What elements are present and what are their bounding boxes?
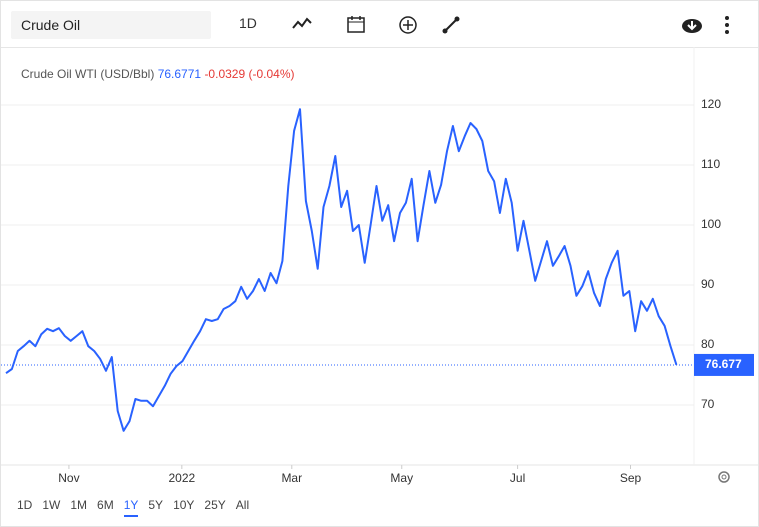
legend-name: Crude Oil WTI (USD/Bbl): [21, 67, 155, 81]
calendar-icon[interactable]: [346, 14, 366, 34]
y-tick-label: 110: [701, 157, 720, 171]
y-tick-label: 120: [701, 97, 721, 111]
range-button[interactable]: 1Y: [123, 495, 139, 517]
interval-button[interactable]: 1D: [239, 15, 257, 31]
range-button[interactable]: 1M: [70, 498, 88, 512]
settings-icon[interactable]: [718, 471, 730, 483]
y-tick-label: 100: [701, 217, 721, 231]
price-line: [5, 108, 678, 432]
range-button[interactable]: 10Y: [173, 498, 195, 512]
menu-icon[interactable]: [723, 15, 731, 35]
range-selector: 1D 1W 1M 6M 1Y 5Y 10Y 25Y All: [17, 495, 259, 517]
range-button[interactable]: 1W: [42, 498, 61, 512]
draw-icon[interactable]: [441, 15, 461, 35]
x-tick-label: 2022: [168, 471, 195, 485]
legend-change-percent: (-0.04%): [248, 67, 295, 81]
x-tick-label: Jul: [510, 471, 525, 485]
x-tick-label: May: [390, 471, 413, 485]
legend-last: 76.6771: [157, 67, 202, 81]
last-price-box: [694, 353, 754, 376]
x-tick-label: Sep: [620, 471, 642, 485]
legend-change: -0.0329: [204, 67, 246, 81]
line-type-icon[interactable]: [291, 15, 313, 33]
range-button[interactable]: 25Y: [204, 498, 226, 512]
y-tick-label: 90: [701, 277, 715, 291]
y-tick-label: 80: [701, 337, 715, 351]
range-button[interactable]: All: [235, 498, 250, 512]
last-price-label: 76.677: [705, 357, 742, 371]
y-tick-label: 70: [701, 397, 715, 411]
x-tick-label: Nov: [58, 471, 79, 485]
toolbar: Crude Oil 1D: [1, 1, 758, 48]
range-button[interactable]: 6M: [97, 498, 114, 512]
chart: 70 80 90 100 110 120 Nov 2022 Mar May Jul Sep 76.677: [1, 47, 758, 485]
range-button[interactable]: 1D: [17, 498, 33, 512]
add-icon[interactable]: [398, 15, 418, 35]
range-button[interactable]: 5Y: [148, 498, 164, 512]
search-box[interactable]: Crude Oil: [11, 11, 211, 39]
x-tick-label: Mar: [281, 471, 302, 485]
download-icon[interactable]: [681, 15, 703, 35]
legend: Crude Oil WTI (USD/Bbl) 76.6771 -0.0329 …: [21, 67, 295, 81]
